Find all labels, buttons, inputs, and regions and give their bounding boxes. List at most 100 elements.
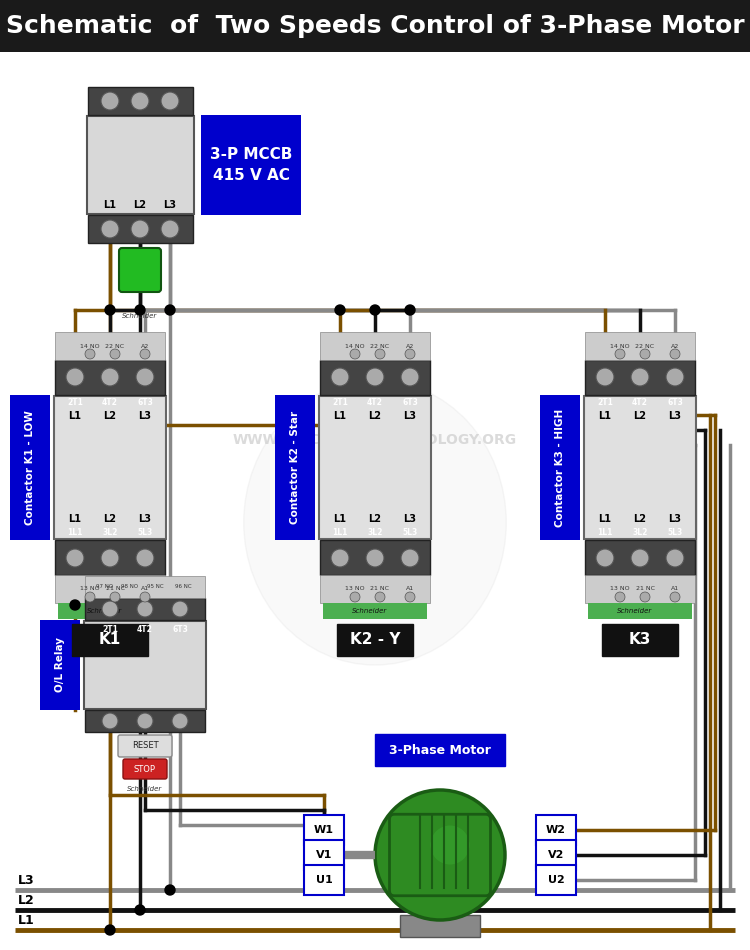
- Bar: [201, 115, 301, 215]
- Text: A2: A2: [141, 344, 149, 349]
- Text: K1: K1: [99, 633, 122, 648]
- FancyBboxPatch shape: [304, 865, 344, 895]
- Circle shape: [137, 601, 153, 617]
- Circle shape: [101, 92, 119, 110]
- Circle shape: [640, 592, 650, 602]
- Text: 1L1: 1L1: [597, 528, 613, 537]
- Text: L2: L2: [634, 411, 646, 421]
- Circle shape: [140, 592, 150, 602]
- Circle shape: [631, 549, 649, 567]
- Text: L2: L2: [134, 200, 146, 210]
- Circle shape: [401, 368, 419, 386]
- Text: 95 NC: 95 NC: [147, 584, 164, 590]
- Text: Contactor K2 - Star: Contactor K2 - Star: [290, 411, 300, 524]
- FancyBboxPatch shape: [536, 840, 576, 870]
- Text: A1: A1: [406, 586, 414, 592]
- Circle shape: [136, 368, 154, 386]
- FancyBboxPatch shape: [87, 116, 194, 214]
- Text: O/L Relay: O/L Relay: [55, 637, 65, 693]
- Circle shape: [101, 368, 119, 386]
- Circle shape: [85, 349, 95, 359]
- Text: V1: V1: [316, 850, 332, 860]
- Text: L3: L3: [404, 411, 416, 421]
- Text: L3: L3: [18, 874, 34, 887]
- Text: WWW.ELECTRICALTECHNOLOGY.ORG: WWW.ELECTRICALTECHNOLOGY.ORG: [233, 433, 517, 447]
- Text: 21 NC: 21 NC: [106, 586, 124, 592]
- Text: 13 NO: 13 NO: [610, 586, 630, 592]
- Text: L2: L2: [18, 894, 34, 907]
- Text: 21 NC: 21 NC: [370, 586, 389, 592]
- Bar: [320, 540, 430, 575]
- Text: L1: L1: [598, 514, 611, 524]
- Circle shape: [137, 713, 153, 729]
- Text: U2: U2: [548, 875, 564, 885]
- Bar: [585, 360, 695, 395]
- Text: A1: A1: [141, 586, 149, 592]
- Circle shape: [70, 600, 80, 610]
- Bar: [540, 395, 580, 540]
- Text: 3-Phase Motor: 3-Phase Motor: [389, 744, 491, 756]
- Circle shape: [335, 305, 345, 315]
- Bar: [320, 360, 430, 395]
- Bar: [602, 624, 678, 656]
- Text: 5L3: 5L3: [402, 528, 418, 537]
- Text: K3: K3: [628, 633, 651, 648]
- Circle shape: [165, 885, 175, 895]
- Text: K2 - Y: K2 - Y: [350, 633, 400, 648]
- Text: 5L3: 5L3: [137, 528, 153, 537]
- Text: 6T3: 6T3: [667, 398, 683, 407]
- Text: Schneider: Schneider: [122, 313, 158, 319]
- Bar: [85, 710, 205, 732]
- Circle shape: [366, 368, 384, 386]
- Circle shape: [401, 549, 419, 567]
- Circle shape: [135, 305, 145, 315]
- Bar: [88, 87, 193, 115]
- Text: 2T1: 2T1: [67, 398, 83, 407]
- Circle shape: [375, 349, 385, 359]
- FancyBboxPatch shape: [536, 865, 576, 895]
- Text: 1L1: 1L1: [332, 528, 348, 537]
- Text: 22 NC: 22 NC: [635, 344, 655, 349]
- Text: 22 NC: 22 NC: [370, 344, 389, 349]
- Text: 4T2: 4T2: [367, 398, 383, 407]
- Circle shape: [102, 601, 118, 617]
- Text: 21 NC: 21 NC: [635, 586, 655, 592]
- Circle shape: [101, 549, 119, 567]
- Circle shape: [615, 592, 625, 602]
- Text: Schneider: Schneider: [617, 608, 652, 614]
- Circle shape: [430, 826, 470, 864]
- Text: 4T2: 4T2: [102, 398, 118, 407]
- Circle shape: [350, 349, 360, 359]
- FancyBboxPatch shape: [389, 814, 490, 896]
- Text: 3L2: 3L2: [368, 528, 382, 537]
- Circle shape: [670, 349, 680, 359]
- Text: 1L1: 1L1: [68, 528, 82, 537]
- Text: L3: L3: [668, 514, 682, 524]
- Text: A2: A2: [670, 344, 680, 349]
- Circle shape: [140, 349, 150, 359]
- Circle shape: [670, 592, 680, 602]
- Text: L2: L2: [368, 411, 382, 421]
- Circle shape: [640, 349, 650, 359]
- Text: L1: L1: [68, 411, 82, 421]
- Circle shape: [596, 368, 614, 386]
- Text: L2: L2: [104, 411, 116, 421]
- FancyBboxPatch shape: [118, 735, 172, 757]
- Ellipse shape: [244, 380, 506, 665]
- Text: 14 NO: 14 NO: [80, 344, 100, 349]
- Circle shape: [66, 549, 84, 567]
- Text: L3: L3: [404, 514, 416, 524]
- Circle shape: [172, 713, 188, 729]
- Text: 6T3: 6T3: [137, 398, 153, 407]
- Text: 5L3: 5L3: [668, 528, 682, 537]
- Bar: [55, 540, 165, 575]
- Circle shape: [135, 905, 145, 915]
- Text: 6T3: 6T3: [402, 398, 418, 407]
- Text: 22 NC: 22 NC: [106, 344, 124, 349]
- Circle shape: [105, 305, 115, 315]
- Circle shape: [136, 549, 154, 567]
- Text: L3: L3: [164, 200, 176, 210]
- Text: Schneider: Schneider: [352, 608, 388, 614]
- Bar: [55, 360, 165, 395]
- Text: L3: L3: [668, 411, 682, 421]
